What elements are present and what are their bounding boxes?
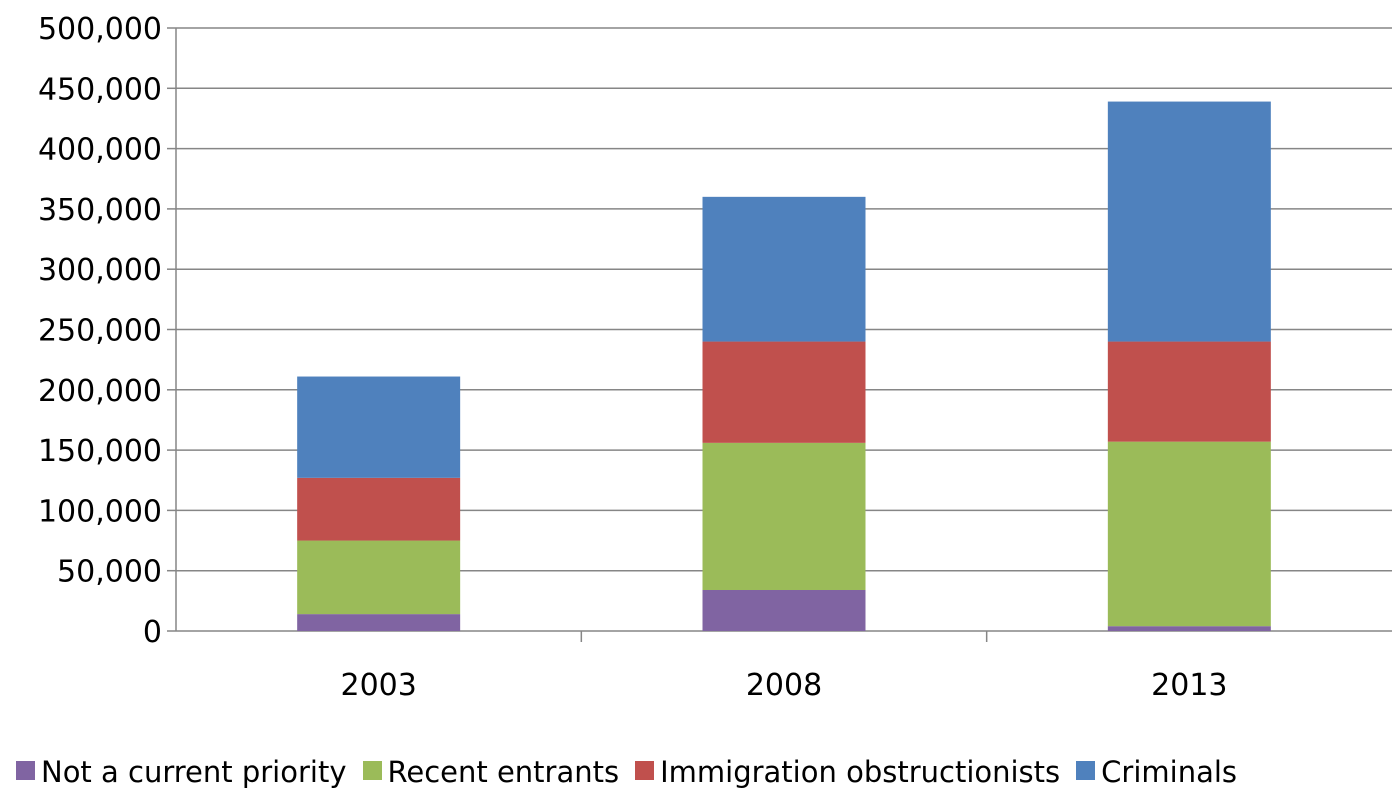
legend: Not a current priority Recent entrants Imm…: [16, 752, 1392, 792]
legend-item: Not a current priority: [16, 753, 347, 789]
legend-swatch: [362, 760, 382, 780]
bar-segment-not-a-current-priority: [702, 589, 866, 631]
bar-segment-not-a-current-priority: [297, 614, 461, 631]
bar-segment-recent-entrants: [702, 442, 866, 590]
y-tick-label: 250,000: [38, 314, 162, 349]
y-tick-label: 150,000: [38, 434, 162, 469]
bar-segment-immigration-obstructionists: [297, 477, 461, 541]
legend-item: Recent entrants: [362, 753, 620, 789]
legend-label: Recent entrants: [387, 755, 620, 789]
y-tick-label: 300,000: [38, 253, 162, 288]
legend-label: Criminals: [1101, 755, 1238, 789]
y-tick-label: 200,000: [38, 374, 162, 409]
legend-swatch: [1076, 760, 1096, 780]
x-tick-label: 2003: [340, 668, 416, 703]
bar-segment-not-a-current-priority: [1107, 626, 1271, 631]
y-tick-label: 450,000: [38, 72, 162, 107]
stacked-bar-chart: 0 50,000 100,000 150,000 200,000 250,000 300,0…: [38, 12, 1392, 703]
bar-segment-recent-entrants: [297, 540, 461, 615]
legend-item: Criminals: [1076, 753, 1237, 789]
legend-label: Not a current priority: [41, 755, 347, 789]
y-tick-label: 100,000: [38, 494, 162, 529]
bar-segment-criminals: [1107, 101, 1271, 342]
y-tick-label: 0: [143, 615, 162, 650]
bar-segment-immigration-obstructionists: [1107, 341, 1271, 442]
y-tick-label: 500,000: [38, 12, 162, 47]
legend-label: Immigration obstructionists: [660, 755, 1061, 789]
legend-item: Immigration obstructionists: [635, 753, 1060, 789]
bar-segment-immigration-obstructionists: [702, 341, 866, 443]
x-tick-label: 2008: [746, 668, 822, 703]
bar-segment-recent-entrants: [1107, 441, 1271, 627]
bar-segment-criminals: [297, 376, 461, 478]
legend-swatch: [16, 760, 35, 780]
y-tick-label: 50,000: [57, 555, 162, 590]
legend-swatch: [635, 760, 655, 780]
bar-segment-criminals: [702, 196, 866, 342]
y-tick-label: 400,000: [38, 133, 162, 168]
y-tick-label: 350,000: [38, 193, 162, 228]
x-tick-label: 2013: [1151, 668, 1227, 703]
